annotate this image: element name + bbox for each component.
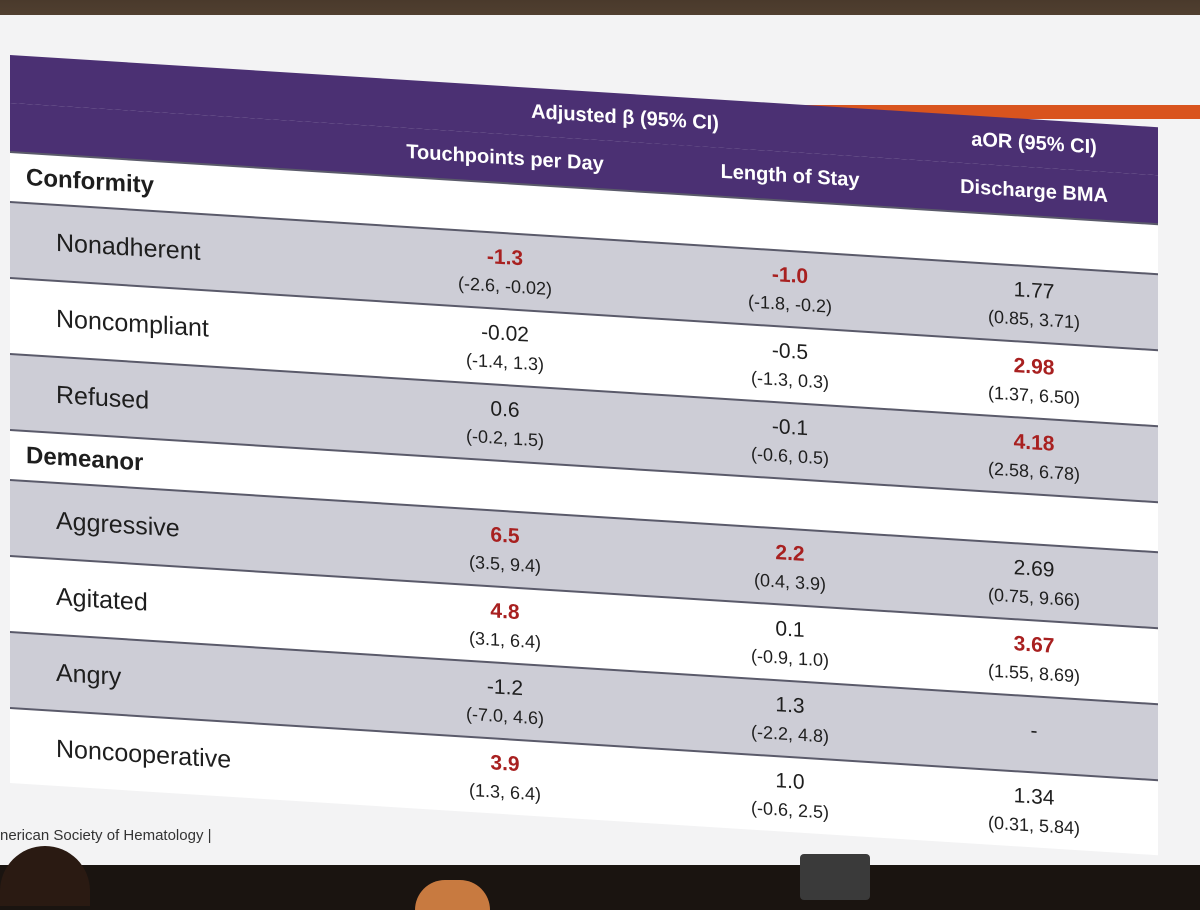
results-table: Adjusted β (95% CI) aOR (95% CI) Touchpo… xyxy=(10,55,1159,856)
footer-organization: nerican Society of Hematology | xyxy=(0,827,212,844)
estimate-value: - xyxy=(1030,719,1038,743)
projection-screen: Adjusted β (95% CI) aOR (95% CI) Touchpo… xyxy=(0,15,1200,865)
audience-device xyxy=(800,854,870,900)
accent-bar xyxy=(640,105,1200,119)
audience-head xyxy=(415,880,490,910)
value-cell: 1.0 (-0.6, 2.5) xyxy=(670,749,911,840)
value-cell: 1.34 (0.31, 5.84) xyxy=(910,764,1159,856)
